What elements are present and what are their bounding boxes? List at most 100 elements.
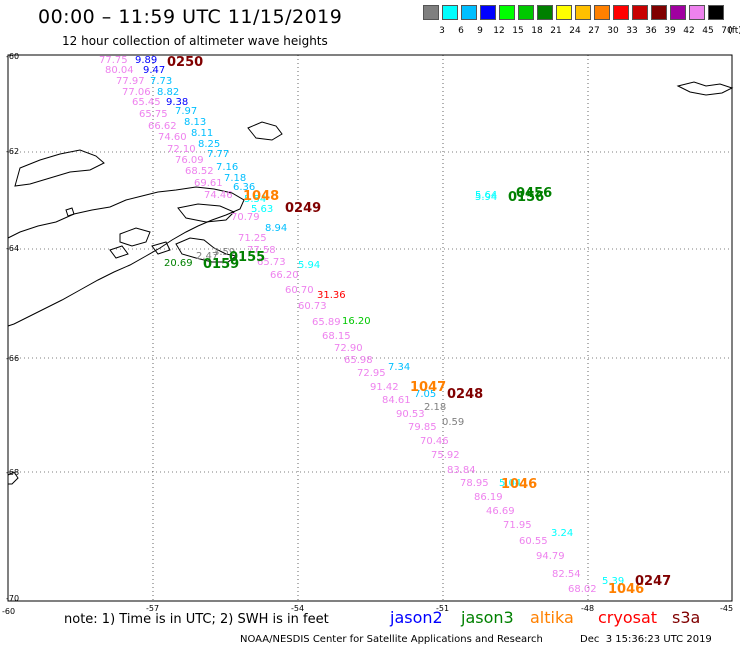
swh-value: 60.70 [285, 285, 314, 296]
scale-swatch [708, 5, 724, 20]
scale-swatch [461, 5, 477, 20]
lat-label: -68 [6, 468, 19, 477]
lat-label: -62 [6, 147, 19, 156]
swh-value: 65.89 [312, 317, 341, 328]
scale-swatch [480, 5, 496, 20]
swh-value: 46.69 [486, 506, 515, 517]
swh-value: 8.82 [157, 87, 179, 98]
swh-value: 3.59 [213, 247, 235, 258]
scale-label: 45 [702, 26, 714, 36]
scale-label: 3 [439, 26, 445, 36]
swh-value: 77.06 [122, 87, 151, 98]
swh-value: 65.73 [257, 257, 286, 268]
swh-value: 6.36 [233, 182, 255, 193]
legend-jason2: jason2 [390, 608, 443, 627]
credit-line: NOAA/NESDIS Center for Satellite Applica… [240, 634, 543, 645]
swh-value: 7.16 [216, 162, 238, 173]
lat-label: -66 [6, 354, 19, 363]
swh-value: 72.90 [334, 343, 363, 354]
swh-value: 16.20 [342, 316, 371, 327]
scale-swatch [689, 5, 705, 20]
lon-label: -48 [581, 604, 594, 613]
scale-label: 21 [550, 26, 562, 36]
swh-value: 79.85 [408, 422, 437, 433]
scale-label: 15 [512, 26, 524, 36]
swh-value: 5.39 [602, 576, 624, 587]
swh-value: 8.94 [265, 223, 287, 234]
scale-swatch [442, 5, 458, 20]
scale-swatch [594, 5, 610, 20]
graticule [8, 55, 732, 601]
swh-value: 77.75 [99, 55, 128, 66]
swh-value: 74.60 [158, 132, 187, 143]
swh-value: 77.97 [116, 76, 145, 87]
scale-label: 6 [458, 26, 464, 36]
swh-value: 9.47 [143, 65, 165, 76]
swh-value: 31.36 [317, 290, 346, 301]
swh-value: 80.04 [105, 65, 134, 76]
lon-label: -54 [291, 604, 304, 613]
pass-time-label: 0250 [167, 55, 203, 70]
tick-labels: -60 -62 -64 -66 -68 -70 -60 -57 -54 -51 … [2, 52, 733, 616]
swh-value: 8.11 [191, 128, 213, 139]
map-frame [7, 54, 733, 602]
swh-value: 72.10 [167, 144, 196, 155]
swh-value: 65.45 [132, 97, 161, 108]
swh-value: 0.59 [442, 417, 464, 428]
scale-label: 36 [645, 26, 657, 36]
swh-value: 9.38 [166, 97, 188, 108]
pass-time-label: 0456 [516, 186, 552, 201]
swh-value: 91.42 [370, 382, 399, 393]
lat-label: -64 [6, 244, 19, 253]
swh-value: 68.02 [568, 584, 597, 595]
scale-swatch [613, 5, 629, 20]
pass-time-label: 0247 [635, 574, 671, 589]
swh-value: 7.73 [150, 76, 172, 87]
swh-value: 90.53 [396, 409, 425, 420]
scale-label: 9 [477, 26, 483, 36]
swh-value: 5.64 [475, 190, 497, 201]
scale-swatch [537, 5, 553, 20]
swh-value: 74.46 [204, 190, 233, 201]
lon-label: -60 [2, 607, 15, 616]
swh-value: 69.61 [194, 178, 223, 189]
pass-time-label: 0155 [229, 250, 265, 265]
legend-jason3: jason3 [461, 608, 514, 627]
scale-swatch [651, 5, 667, 20]
lat-label: -60 [6, 52, 19, 61]
swh-value: 83.84 [447, 465, 476, 476]
swh-value: 7.77 [207, 149, 229, 160]
swh-value: 5.94 [298, 260, 320, 271]
swh-value: 7.05 [414, 389, 436, 400]
scale-swatch [575, 5, 591, 20]
swh-value: 66.20 [270, 270, 299, 281]
swh-value: 68.15 [322, 331, 351, 342]
swh-value: 65.75 [139, 109, 168, 120]
swh-value: 86.19 [474, 492, 503, 503]
swh-value: 75.92 [431, 450, 460, 461]
swh-value: 77.58 [247, 245, 276, 256]
scale-swatch [556, 5, 572, 20]
footer-note: note: 1) Time is in UTC; 2) SWH is in fe… [64, 612, 329, 627]
swh-value: 5.94 [475, 192, 497, 203]
scale-label: 70 [721, 26, 733, 36]
swh-value: 60.55 [519, 536, 548, 547]
pass-time-label: 1046 [501, 477, 537, 492]
swh-value: 70.79 [231, 212, 260, 223]
pass-time-label: 0159 [203, 257, 239, 272]
generated-timestamp: Dec 3 15:36:23 UTC 2019 [580, 634, 712, 645]
scale-swatch [670, 5, 686, 20]
swh-value: 84.61 [382, 395, 411, 406]
pass-time-label: 1046 [608, 582, 644, 597]
swh-value: 3.24 [551, 528, 573, 539]
swh-value: 7.97 [175, 106, 197, 117]
scale-label: 42 [683, 26, 695, 36]
pass-time-label: 1048 [243, 189, 279, 204]
swh-value: 8.25 [198, 139, 220, 150]
scale-swatch [423, 5, 439, 20]
pass-time-label: 0156 [508, 190, 544, 205]
scale-swatch [499, 5, 515, 20]
scale-label: 12 [493, 26, 505, 36]
scale-label: 27 [588, 26, 600, 36]
